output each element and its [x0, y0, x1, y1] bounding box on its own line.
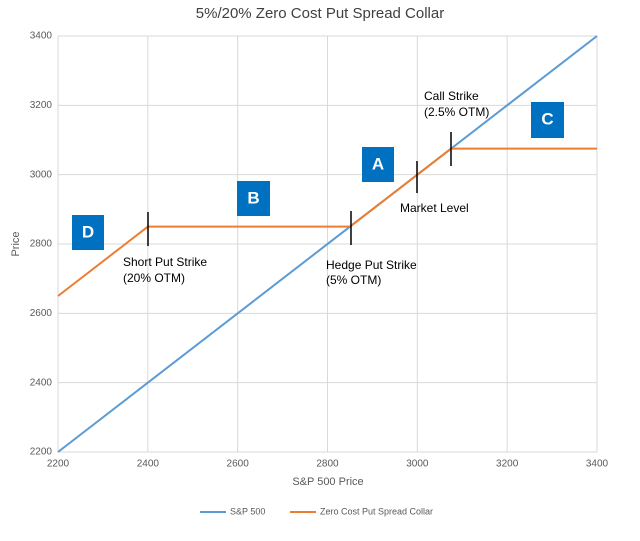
annotation: (20% OTM) — [123, 271, 185, 285]
annotation: Hedge Put Strike — [326, 258, 417, 272]
x-tick-label: 2600 — [227, 459, 250, 470]
x-tick-label: 2800 — [316, 459, 339, 470]
region-box — [531, 102, 564, 138]
plot-area: 2200 2400 2600 2800 3000 3200 3400 2200 2400 2600… — [30, 31, 609, 470]
chart-title: 5%/20% Zero Cost Put Spread Collar — [196, 5, 444, 22]
region-label: A — [372, 154, 384, 173]
y-tick-label: 2600 — [30, 308, 53, 319]
y-tick-label: 2800 — [30, 239, 53, 250]
strike-markers — [147, 132, 452, 246]
x-tick-label: 3400 — [586, 459, 609, 470]
series-line — [57, 147, 597, 297]
legend-label: S&P 500 — [230, 506, 265, 516]
annotation: (5% OTM) — [326, 273, 381, 287]
x-tick-label: 3000 — [406, 459, 429, 470]
series-line — [57, 35, 598, 453]
y-tick-label: 3000 — [30, 169, 53, 180]
y-tick-label: 2400 — [30, 377, 53, 388]
region-box — [362, 147, 394, 182]
legend-label: Zero Cost Put Spread Collar — [320, 506, 433, 516]
annotation: Market Level — [400, 201, 469, 215]
legend: S&P 500 Zero Cost Put Spread Collar — [200, 506, 433, 516]
region-box — [72, 215, 104, 250]
x-axis-label: S&P 500 Price — [292, 476, 363, 488]
region-label: B — [247, 188, 259, 207]
x-tick-label: 2200 — [47, 459, 70, 470]
region-label: C — [541, 109, 553, 128]
y-axis-label: Price — [10, 231, 22, 256]
region-box — [237, 181, 270, 216]
region-label: D — [82, 222, 94, 241]
annotation: Short Put Strike — [123, 255, 207, 269]
annotation: (2.5% OTM) — [424, 105, 489, 119]
y-tick-label: 2200 — [30, 447, 53, 458]
y-tick-label: 3400 — [30, 31, 53, 42]
x-tick-label: 3200 — [496, 459, 519, 470]
annotation: Call Strike — [424, 89, 479, 103]
y-tick-label: 3200 — [30, 100, 53, 111]
x-tick-label: 2400 — [137, 459, 160, 470]
